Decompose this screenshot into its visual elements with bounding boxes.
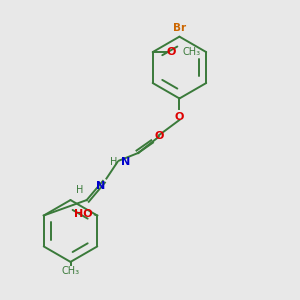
Text: CH₃: CH₃ bbox=[183, 47, 201, 57]
Text: O: O bbox=[154, 131, 164, 141]
Text: O: O bbox=[167, 47, 176, 57]
Text: HO: HO bbox=[74, 209, 93, 219]
Text: O: O bbox=[175, 112, 184, 122]
Text: H: H bbox=[76, 185, 83, 195]
Text: Br: Br bbox=[173, 23, 186, 33]
Text: H: H bbox=[110, 157, 118, 167]
Text: N: N bbox=[96, 181, 105, 191]
Text: N: N bbox=[122, 157, 131, 167]
Text: CH₃: CH₃ bbox=[61, 266, 80, 276]
